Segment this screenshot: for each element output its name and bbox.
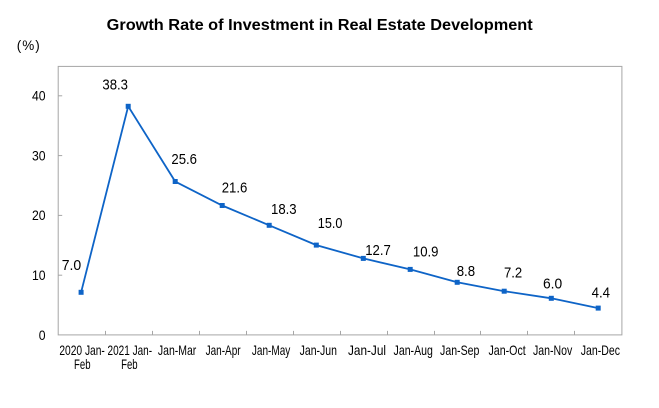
svg-text:6.0: 6.0: [543, 276, 562, 293]
svg-text:18.3: 18.3: [271, 201, 297, 218]
svg-text:10: 10: [32, 267, 46, 283]
svg-text:Jan-Aug: Jan-Aug: [394, 343, 433, 358]
svg-text:21.6: 21.6: [222, 180, 248, 197]
svg-text:0: 0: [39, 327, 46, 343]
svg-text:(%): (%): [17, 38, 40, 53]
svg-text:7.0: 7.0: [62, 257, 81, 274]
svg-text:Jan-Jul: Jan-Jul: [348, 343, 386, 358]
svg-text:2020 Jan-: 2020 Jan-: [59, 343, 105, 358]
svg-text:25.6: 25.6: [171, 151, 197, 168]
svg-text:40: 40: [32, 88, 46, 104]
svg-text:Jan-Apr: Jan-Apr: [206, 343, 241, 358]
svg-text:7.2: 7.2: [504, 265, 522, 282]
svg-text:Jan-May: Jan-May: [252, 343, 291, 358]
svg-text:8.8: 8.8: [457, 263, 475, 280]
svg-text:Feb: Feb: [121, 357, 138, 372]
svg-text:Growth Rate of Investment in R: Growth Rate of Investment in Real Estate…: [107, 17, 533, 34]
svg-text:12.7: 12.7: [365, 242, 391, 259]
svg-text:30: 30: [32, 147, 46, 163]
svg-text:15.0: 15.0: [318, 215, 343, 232]
svg-text:Jan-Oct: Jan-Oct: [488, 343, 525, 358]
svg-text:Jan-Dec: Jan-Dec: [581, 343, 620, 358]
svg-text:Jan-Jun: Jan-Jun: [300, 343, 337, 358]
svg-text:10.9: 10.9: [413, 243, 439, 260]
svg-text:2021 Jan-: 2021 Jan-: [108, 343, 153, 358]
svg-text:Jan-Sep: Jan-Sep: [440, 343, 479, 358]
svg-text:38.3: 38.3: [102, 77, 128, 94]
svg-text:4.4: 4.4: [592, 285, 610, 302]
svg-text:Feb: Feb: [74, 357, 91, 372]
svg-text:20: 20: [32, 207, 46, 223]
svg-text:Jan-Mar: Jan-Mar: [158, 343, 197, 358]
svg-text:Jan-Nov: Jan-Nov: [533, 343, 572, 358]
